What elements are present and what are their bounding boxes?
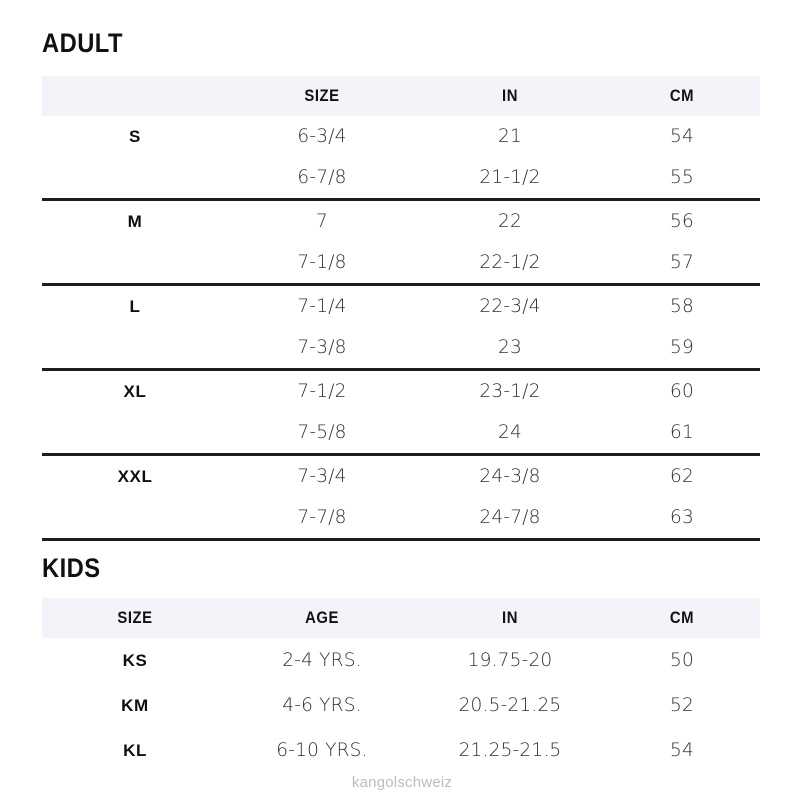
kids-in-value: 21.25-21.5 [458, 740, 562, 761]
table-row: XXL 7-3/4 24-3/8 62 [42, 455, 760, 498]
adult-cm-value: 61 [604, 412, 760, 456]
adult-size-label: XL [123, 381, 147, 401]
table-row: L 7-1/4 22-3/4 58 [42, 285, 760, 328]
kids-col-header-size: SIZE [117, 608, 153, 627]
table-row: 6-7/8 21-1/2 55 [42, 157, 760, 201]
adult-in-value: 21 [498, 126, 522, 147]
adult-size-value: 7-3/4 [297, 466, 347, 487]
adult-size-label [42, 327, 228, 371]
adult-table: SIZE IN CM S 6-3/4 21 54 6-7/8 21-1/2 55 [42, 76, 760, 541]
adult-in-value: 22-1/2 [416, 242, 604, 286]
kids-size-label: KS [122, 650, 148, 670]
adult-size-value: 7 [316, 211, 328, 232]
kids-table: SIZE AGE IN CM KS 2-4 YRS. 19.75-20 50 K… [42, 598, 760, 773]
adult-size-value: 6-3/4 [297, 126, 347, 147]
adult-size-label: M [127, 211, 143, 231]
kids-in-value: 20.5-21.25 [458, 695, 562, 716]
table-row: 7-3/8 23 59 [42, 327, 760, 371]
kids-table-body: KS 2-4 YRS. 19.75-20 50 KM 4-6 YRS. 20.5… [42, 638, 760, 773]
kids-size-label: KM [121, 695, 149, 715]
adult-col-header-size: SIZE [304, 86, 340, 105]
adult-cm-value: 55 [604, 157, 760, 201]
kids-age-value: 6-10 YRS. [276, 740, 368, 761]
kids-cm-value: 54 [670, 740, 694, 761]
kids-cm-value: 50 [670, 650, 694, 671]
adult-in-value: 23 [416, 327, 604, 371]
adult-cm-value: 54 [670, 126, 694, 147]
adult-in-value: 21-1/2 [416, 157, 604, 201]
adult-size-table: SIZE IN CM S 6-3/4 21 54 6-7/8 21-1/2 55 [42, 76, 760, 541]
adult-cm-value: 60 [670, 381, 694, 402]
kids-col-header-in: IN [502, 608, 518, 627]
adult-col-header-in: IN [502, 86, 518, 105]
adult-cm-value: 58 [670, 296, 694, 317]
adult-size-value: 7-1/8 [228, 242, 416, 286]
adult-cm-value: 63 [604, 497, 760, 541]
kids-header-row: SIZE AGE IN CM [42, 598, 760, 638]
kids-size-label: KL [123, 740, 147, 760]
table-row: S 6-3/4 21 54 [42, 116, 760, 157]
table-row: KS 2-4 YRS. 19.75-20 50 [42, 638, 760, 683]
kids-col-header-cm: CM [669, 608, 695, 627]
adult-cm-value: 62 [670, 466, 694, 487]
adult-in-value: 24 [416, 412, 604, 456]
adult-section-title: ADULT [42, 28, 123, 58]
adult-col-header-blank [51, 76, 218, 116]
adult-size-value: 7-1/4 [297, 296, 347, 317]
adult-size-value: 7-1/2 [297, 381, 347, 402]
table-row: M 7 22 56 [42, 200, 760, 243]
adult-header-row: SIZE IN CM [42, 76, 760, 116]
kids-col-header-age: AGE [305, 608, 339, 627]
table-row: XL 7-1/2 23-1/2 60 [42, 370, 760, 413]
adult-size-value: 6-7/8 [228, 157, 416, 201]
kids-section-title: KIDS [42, 553, 101, 583]
kids-size-table: SIZE AGE IN CM KS 2-4 YRS. 19.75-20 50 K… [42, 598, 760, 773]
adult-in-value: 24-3/8 [479, 466, 541, 487]
table-row: KM 4-6 YRS. 20.5-21.25 52 [42, 683, 760, 728]
adult-cm-value: 57 [604, 242, 760, 286]
adult-cm-value: 56 [670, 211, 694, 232]
adult-size-label: S [129, 126, 141, 146]
adult-size-label [42, 242, 228, 286]
adult-size-value: 7-3/8 [228, 327, 416, 371]
adult-size-label: XXL [117, 466, 153, 486]
table-row: 7-5/8 24 61 [42, 412, 760, 456]
kids-cm-value: 52 [670, 695, 694, 716]
table-row: 7-1/8 22-1/2 57 [42, 242, 760, 286]
adult-in-value: 22-3/4 [479, 296, 541, 317]
adult-in-value: 24-7/8 [416, 497, 604, 541]
adult-size-label [42, 157, 228, 201]
adult-size-label: L [129, 296, 141, 316]
kids-table-head: SIZE AGE IN CM [42, 598, 760, 638]
table-row: 7-7/8 24-7/8 63 [42, 497, 760, 541]
adult-size-label [42, 412, 228, 456]
adult-size-value: 7-7/8 [228, 497, 416, 541]
adult-table-head: SIZE IN CM [42, 76, 760, 116]
adult-in-value: 22 [498, 211, 522, 232]
adult-cm-value: 59 [604, 327, 760, 371]
adult-size-label [42, 497, 228, 541]
adult-col-header-cm: CM [669, 86, 695, 105]
kids-in-value: 19.75-20 [467, 650, 553, 671]
watermark: kangolschweiz [351, 774, 453, 791]
adult-in-value: 23-1/2 [479, 381, 541, 402]
adult-table-body: S 6-3/4 21 54 6-7/8 21-1/2 55 M 7 22 56 [42, 116, 760, 541]
kids-age-value: 2-4 YRS. [282, 650, 362, 671]
kids-age-value: 4-6 YRS. [282, 695, 362, 716]
table-row: KL 6-10 YRS. 21.25-21.5 54 [42, 728, 760, 773]
adult-size-value: 7-5/8 [228, 412, 416, 456]
